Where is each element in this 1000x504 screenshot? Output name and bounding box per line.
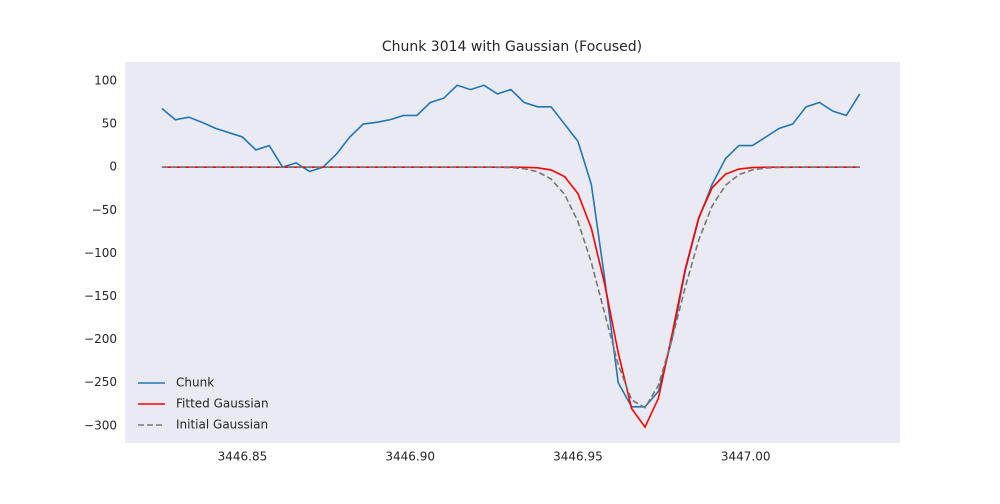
legend-label: Chunk <box>176 376 214 390</box>
x-tick-label: 3447.00 <box>721 450 771 464</box>
y-tick-label: −300 <box>84 418 117 432</box>
legend-label: Initial Gaussian <box>176 418 268 432</box>
y-tick-label: −100 <box>84 246 117 260</box>
series-line <box>161 166 860 429</box>
y-tick-label: 100 <box>94 73 117 87</box>
y-tick-label: −200 <box>84 332 117 346</box>
y-tick-label: −50 <box>92 203 117 217</box>
y-tick-label: −150 <box>84 289 117 303</box>
x-tick-label: 3446.85 <box>218 450 268 464</box>
y-tick-label: 50 <box>102 117 117 131</box>
y-tick-label: −250 <box>84 375 117 389</box>
x-tick-label: 3446.95 <box>553 450 603 464</box>
chart-title: Chunk 3014 with Gaussian (Focused) <box>382 39 642 55</box>
series-line <box>161 166 860 409</box>
x-tick-label: 3446.90 <box>385 450 435 464</box>
plot-area <box>125 62 900 443</box>
y-tick-label: 0 <box>109 160 117 174</box>
legend-label: Fitted Gaussian <box>176 397 269 411</box>
series-line <box>161 84 861 408</box>
